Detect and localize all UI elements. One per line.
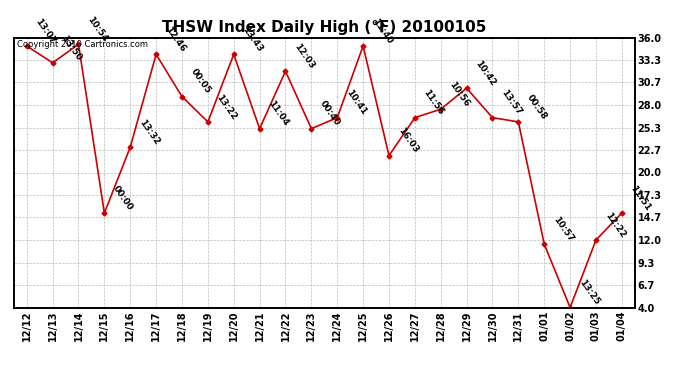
Text: 12:46: 12:46 xyxy=(163,25,187,54)
Text: 00:05: 00:05 xyxy=(189,68,213,96)
Text: 10:41: 10:41 xyxy=(344,88,368,117)
Text: Copyright 2010 Cartronics.com: Copyright 2010 Cartronics.com xyxy=(17,40,148,49)
Text: 13:32: 13:32 xyxy=(137,118,161,146)
Text: 10:42: 10:42 xyxy=(473,59,497,87)
Text: 10:56: 10:56 xyxy=(448,80,471,108)
Text: 00:58: 00:58 xyxy=(525,93,549,121)
Text: 00:40: 00:40 xyxy=(318,99,342,128)
Text: 13:07: 13:07 xyxy=(34,16,57,45)
Text: 16:03: 16:03 xyxy=(396,126,420,155)
Text: 13:43: 13:43 xyxy=(241,25,264,54)
Text: 12:22: 12:22 xyxy=(603,211,627,239)
Text: 11:51: 11:51 xyxy=(629,184,653,212)
Text: 10:54: 10:54 xyxy=(86,15,109,44)
Text: 12:03: 12:03 xyxy=(293,42,316,70)
Text: 11:56: 11:56 xyxy=(422,88,446,117)
Text: 13:57: 13:57 xyxy=(500,88,523,117)
Title: THSW Index Daily High (°F) 20100105: THSW Index Daily High (°F) 20100105 xyxy=(162,20,486,35)
Text: 13:22: 13:22 xyxy=(215,93,239,121)
Text: 10:57: 10:57 xyxy=(551,215,575,243)
Text: 00:00: 00:00 xyxy=(111,184,135,212)
Text: 13:50: 13:50 xyxy=(59,33,83,62)
Text: 13:25: 13:25 xyxy=(577,278,601,307)
Text: 11:04: 11:04 xyxy=(266,99,290,128)
Text: 11:40: 11:40 xyxy=(370,16,394,45)
